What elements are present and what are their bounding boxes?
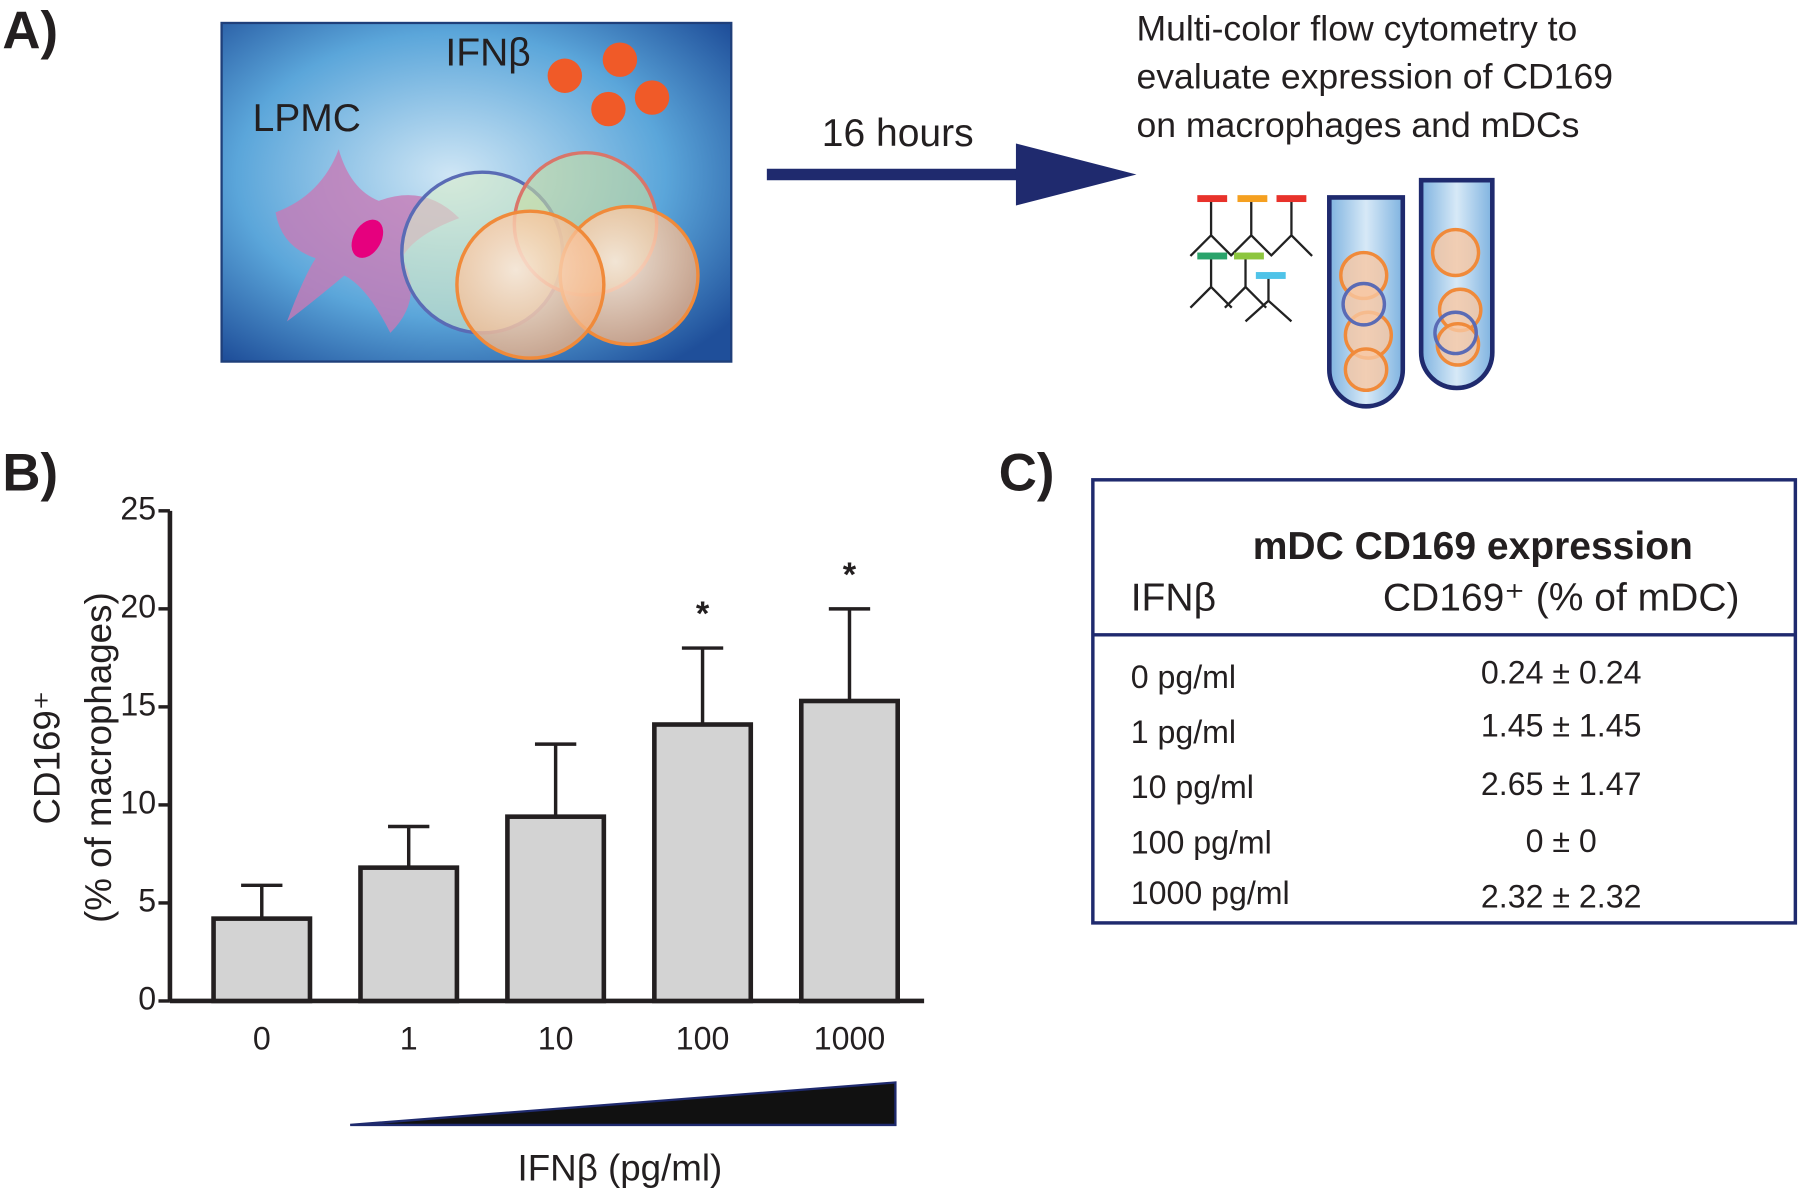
table-frame	[1091, 478, 1798, 925]
x-tick-label: 0	[253, 1021, 271, 1057]
x-axis-label: IFNβ (pg/ml)	[518, 1148, 723, 1189]
row-value: 2.32 ± 2.32	[1481, 878, 1642, 914]
ifn-dot	[547, 58, 583, 93]
label-tag	[1197, 252, 1228, 260]
x-tick-label: 1	[400, 1021, 418, 1057]
column-header: IFNβ	[1131, 577, 1216, 620]
x-tick-label: 100	[676, 1021, 730, 1057]
row-value: 2.65 ± 1.47	[1481, 766, 1642, 802]
arrow-head	[1015, 143, 1137, 206]
ifn-dot	[591, 91, 626, 127]
error-bar	[241, 883, 283, 919]
bar	[798, 698, 900, 1004]
y-axis-label: CD169⁺ (% of macrophages)	[26, 592, 119, 923]
cytokine-label: IFNβ	[445, 31, 530, 74]
row-dose: 100 pg/ml	[1131, 824, 1272, 860]
label-tag	[1237, 195, 1268, 203]
label-tag	[1276, 195, 1307, 203]
label-tag	[1255, 272, 1286, 279]
y-axis-label-line: (% of macrophages)	[78, 592, 119, 923]
panel-label: B)	[2, 443, 58, 502]
antibody-icons	[1189, 200, 1313, 323]
ifn-dot	[602, 42, 638, 77]
arrow-label: 16 hours	[822, 112, 974, 155]
readout-line: on macrophages and mDCs	[1136, 105, 1579, 145]
row-dose: 1000 pg/ml	[1131, 875, 1290, 911]
cell-label: LPMC	[253, 97, 361, 140]
readout-line: evaluate expression of CD169	[1136, 57, 1613, 97]
x-tick-label: 1000	[814, 1021, 885, 1057]
error-bar	[534, 742, 577, 817]
row-dose: 0 pg/ml	[1131, 659, 1236, 695]
row-value: 0 ± 0	[1526, 823, 1597, 859]
bar	[652, 722, 754, 1004]
row-dose: 10 pg/ml	[1131, 769, 1254, 805]
readout-line: Multi-color flow cytometry to	[1136, 8, 1577, 48]
row-dose: 1 pg/ml	[1131, 714, 1236, 750]
row-value: 0.24 ± 0.24	[1481, 654, 1642, 690]
error-bar	[828, 607, 871, 701]
y-tick-label: 25	[120, 490, 156, 526]
y-tick-label: 5	[138, 882, 156, 918]
panel-label: A)	[2, 1, 58, 60]
nucleus-icon	[351, 219, 384, 258]
dose-wedge	[350, 1081, 897, 1127]
column-header: CD169⁺ (% of mDC)	[1383, 577, 1740, 620]
bar	[211, 916, 313, 1004]
table-title: mDC CD169 expression	[1253, 525, 1693, 568]
ifn-dot	[634, 80, 670, 115]
significance-mark: *	[843, 556, 857, 594]
tube-cells	[1339, 227, 1483, 393]
error-bar	[388, 824, 430, 868]
cell-icon	[455, 209, 606, 360]
error-bar	[681, 646, 724, 725]
y-tick-label: 20	[120, 588, 156, 624]
y-tick-label: 15	[120, 686, 156, 722]
x-tick-label: 10	[538, 1021, 574, 1057]
panel-label: C)	[999, 443, 1055, 502]
y-tick-label: 0	[138, 980, 156, 1016]
y-axis-label-line: CD169⁺	[26, 691, 67, 825]
bar	[358, 865, 460, 1004]
y-tick-label: 10	[120, 784, 156, 820]
label-tag	[1234, 252, 1264, 260]
row-value: 1.45 ± 1.45	[1481, 707, 1642, 743]
significance-mark: *	[696, 595, 710, 633]
bar	[505, 814, 607, 1004]
label-tag	[1197, 195, 1228, 203]
